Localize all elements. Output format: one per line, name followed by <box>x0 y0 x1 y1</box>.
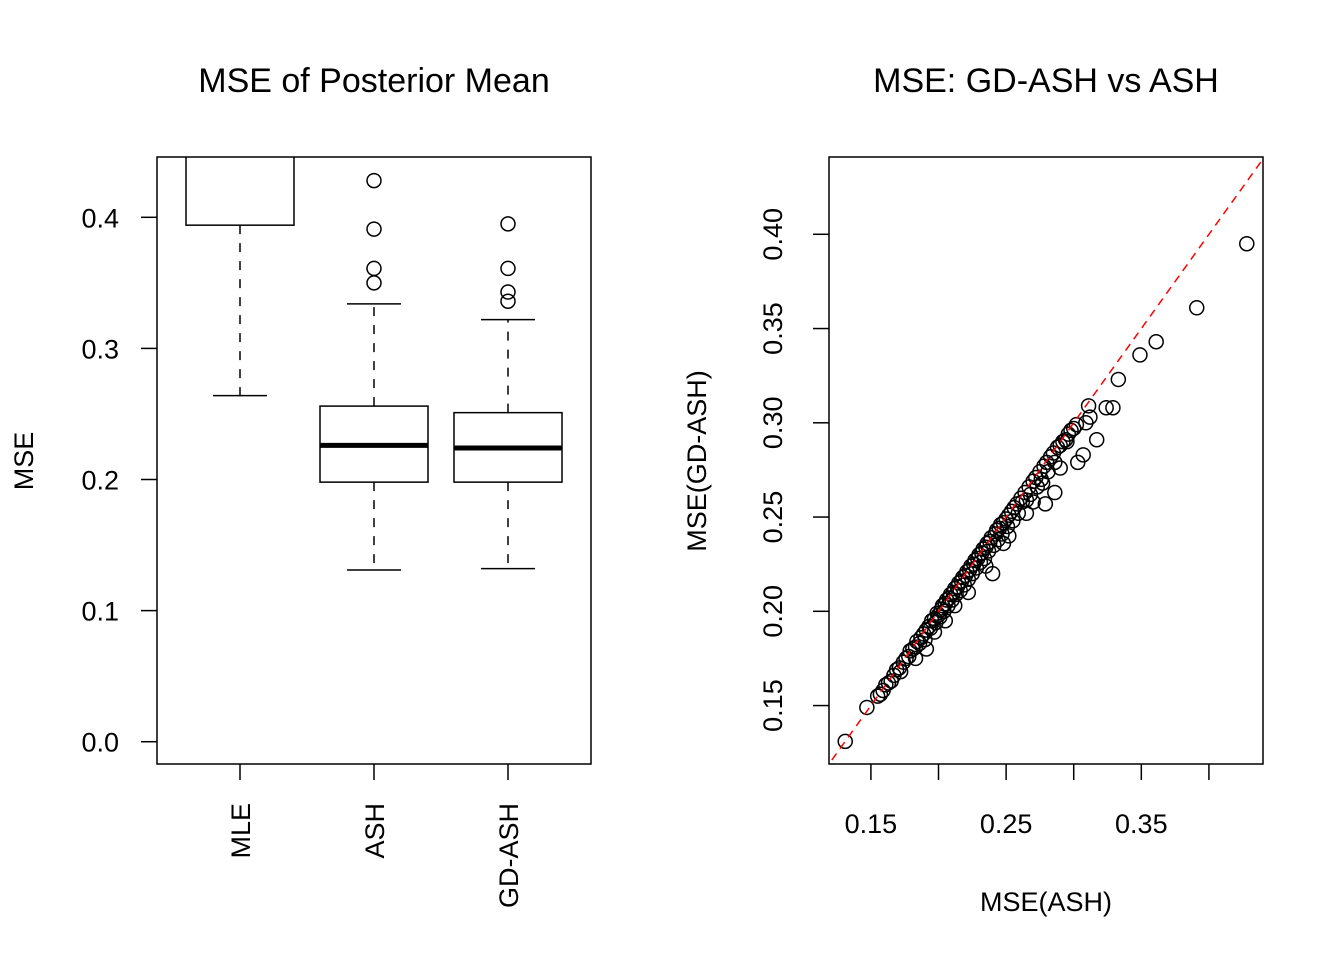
right-x-axis-label: MSE(ASH) <box>980 887 1112 917</box>
y-tick-label: 0.35 <box>758 302 788 355</box>
scatter-point <box>1052 460 1068 476</box>
scatter-point <box>1082 409 1098 425</box>
scatter-point <box>872 686 889 703</box>
scatter-point <box>907 639 924 655</box>
box <box>185 157 295 226</box>
right-y-axis-label: MSE(GD-ASH) <box>682 370 712 552</box>
scatter-point <box>1068 416 1085 433</box>
scatter-point <box>1034 475 1051 491</box>
scatter-point <box>1001 528 1017 544</box>
scatter-point <box>918 641 935 657</box>
outlier-point <box>366 260 382 277</box>
scatter-point <box>1063 422 1079 439</box>
y-tick-label: 0.0 <box>81 728 119 758</box>
scatter-point <box>1189 300 1205 316</box>
left-y-axis-label: MSE <box>9 432 39 491</box>
x-tick-label: 0.25 <box>980 809 1033 839</box>
scatter-point <box>1075 447 1091 463</box>
scatter-panel: 0.15 0.25 0.35 0.15 0.20 0.25 0.30 0.35 0.40 <box>758 156 1264 839</box>
y-tick-label: 0.4 <box>81 203 119 233</box>
scatter-point <box>960 584 977 601</box>
x-tick-label: GD-ASH <box>494 803 524 908</box>
outlier-point <box>500 260 516 277</box>
y-tick-label: 0.20 <box>758 585 788 638</box>
x-tick-label: MLE <box>226 803 256 859</box>
scatter-point <box>922 620 939 637</box>
scatter-point <box>978 558 994 574</box>
plot-frame <box>828 156 1264 765</box>
scatter-point <box>1098 399 1114 416</box>
x-tick-label: 0.35 <box>1115 809 1168 839</box>
scatter-point <box>1025 494 1041 510</box>
y-tick-label: 0.2 <box>81 466 119 496</box>
plot-frame <box>156 156 592 765</box>
y-tick-label: 0.1 <box>81 597 119 627</box>
scatter-point <box>1010 505 1027 522</box>
box-gd-ash <box>453 216 563 570</box>
scatter-point <box>859 699 875 716</box>
scatter-point <box>1047 454 1063 471</box>
scatter-point <box>1088 432 1105 448</box>
scatter-point <box>1080 398 1097 414</box>
scatter-point <box>1105 399 1121 416</box>
scatter-point <box>1132 347 1148 363</box>
right-chart-title: MSE: GD-ASH vs ASH <box>873 62 1219 100</box>
left-chart-title: MSE of Posterior Mean <box>198 62 549 100</box>
scatter-point <box>1037 496 1054 512</box>
points <box>829 157 1263 764</box>
scatter-point <box>907 650 924 667</box>
x-tick-label: 0.15 <box>845 809 898 839</box>
x-tick-label: ASH <box>360 803 390 859</box>
scatter-point <box>1047 484 1063 501</box>
y-tick-label: 0.40 <box>758 208 788 261</box>
scatter-point <box>946 597 963 614</box>
scatter-point <box>1239 235 1255 252</box>
boxplot-panel: 0.0 0.1 0.2 0.3 0.4 MLE ASH GD-ASH <box>81 156 592 908</box>
outlier-point <box>500 216 516 232</box>
scatter-point <box>837 733 853 750</box>
outlier-point <box>500 284 516 300</box>
scatter-point <box>976 550 993 567</box>
y-tick-label: 0.15 <box>758 679 788 732</box>
outlier-point <box>366 275 382 291</box>
scatter-point <box>1110 371 1127 388</box>
scatter-point <box>1060 426 1077 442</box>
outlier-point <box>366 172 382 189</box>
reference-line-y-equals-x <box>829 157 1263 764</box>
box-ash <box>319 172 429 571</box>
outlier-point <box>500 293 516 309</box>
scatter-point <box>999 518 1016 535</box>
y-tick-label: 0.25 <box>758 491 788 544</box>
scatter-point <box>1059 433 1075 450</box>
y-tick-label: 0.3 <box>81 334 119 364</box>
scatter-point <box>937 612 954 629</box>
scatter-point <box>869 688 886 704</box>
y-tick-label: 0.30 <box>758 397 788 450</box>
scatter-point <box>1148 333 1164 350</box>
box-mle <box>185 157 295 397</box>
scatter-point <box>926 624 943 640</box>
scatter-point <box>1018 505 1035 522</box>
outlier-point <box>366 221 382 237</box>
